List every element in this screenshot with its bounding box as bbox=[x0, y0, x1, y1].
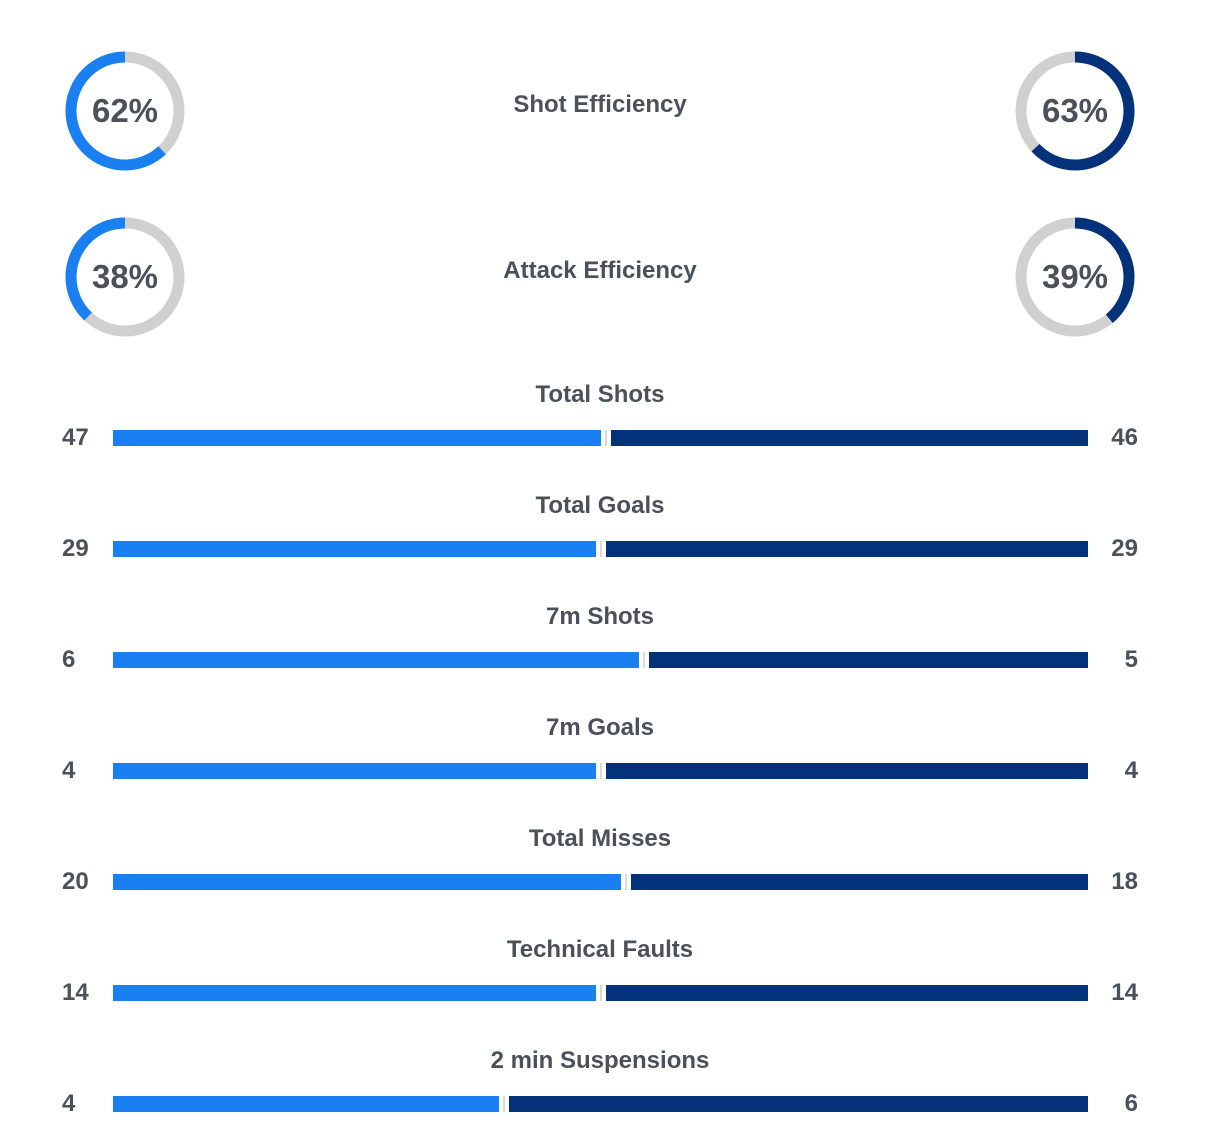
away-value: 14 bbox=[1111, 979, 1138, 1006]
home-bar bbox=[113, 652, 639, 668]
comparison-bar bbox=[113, 652, 1088, 668]
away-donut-2: 39% bbox=[1010, 212, 1140, 342]
home-donut-1: 62% bbox=[60, 46, 190, 176]
home-donut-2: 38% bbox=[60, 212, 190, 342]
donut-title-2: Attack Efficiency bbox=[503, 257, 697, 284]
away-bar bbox=[606, 763, 1088, 779]
away-bar bbox=[606, 985, 1088, 1001]
away-bar bbox=[509, 1096, 1088, 1112]
home-bar bbox=[113, 1096, 499, 1112]
home-donut-1-arc bbox=[65, 51, 185, 171]
stat-label: 7m Shots bbox=[545, 603, 655, 630]
away-value: 4 bbox=[1124, 757, 1138, 784]
away-bar bbox=[606, 541, 1088, 557]
away-bar bbox=[649, 652, 1088, 668]
away-value: 6 bbox=[1124, 1090, 1138, 1117]
stat-label: 2 min Suspensions bbox=[490, 1047, 710, 1074]
home-donut-2-ring bbox=[65, 217, 185, 337]
home-bar bbox=[113, 763, 596, 779]
comparison-bar bbox=[113, 985, 1088, 1001]
home-bar bbox=[113, 430, 601, 446]
bar-divider bbox=[621, 874, 631, 890]
home-value: 14 bbox=[62, 979, 89, 1006]
home-bar bbox=[113, 985, 596, 1001]
bar-divider bbox=[639, 652, 649, 668]
away-donut-1-label: 63% bbox=[1041, 92, 1109, 129]
bar-divider bbox=[596, 763, 606, 779]
stat-label: Total Goals bbox=[535, 492, 665, 519]
away-bar bbox=[631, 874, 1088, 890]
away-value: 29 bbox=[1111, 535, 1138, 562]
donut-title-1: Shot Efficiency bbox=[513, 91, 687, 118]
comparison-bar bbox=[113, 763, 1088, 779]
bar-divider bbox=[596, 541, 606, 557]
home-value: 4 bbox=[62, 757, 76, 784]
comparison-bar bbox=[113, 874, 1088, 890]
home-value: 47 bbox=[62, 424, 89, 451]
away-donut-1: 63% bbox=[1010, 46, 1140, 176]
away-value: 5 bbox=[1124, 646, 1138, 673]
home-bar bbox=[113, 874, 621, 890]
bar-divider bbox=[499, 1096, 509, 1112]
comparison-bar bbox=[113, 430, 1088, 446]
away-value: 46 bbox=[1111, 424, 1138, 451]
away-donut-2-arc bbox=[1015, 217, 1135, 337]
away-donut-1-arc bbox=[1015, 51, 1135, 171]
stat-label: Technical Faults bbox=[506, 936, 694, 963]
home-donut-1-label: 62% bbox=[91, 92, 159, 129]
home-value: 6 bbox=[62, 646, 76, 673]
home-donut-1-ring bbox=[65, 51, 185, 171]
away-bar bbox=[611, 430, 1088, 446]
away-value: 18 bbox=[1111, 868, 1138, 895]
home-donut-2-arc bbox=[65, 217, 185, 337]
stat-label: Total Shots bbox=[535, 381, 665, 408]
away-donut-2-label: 39% bbox=[1041, 258, 1109, 295]
away-donut-2-ring bbox=[1015, 217, 1135, 337]
home-value: 20 bbox=[62, 868, 89, 895]
comparison-bar bbox=[113, 1096, 1088, 1112]
away-donut-1-ring bbox=[1015, 51, 1135, 171]
stat-label: Total Misses bbox=[528, 825, 672, 852]
home-value: 29 bbox=[62, 535, 89, 562]
stat-label: 7m Goals bbox=[545, 714, 655, 741]
home-bar bbox=[113, 541, 596, 557]
home-value: 4 bbox=[62, 1090, 76, 1117]
comparison-bar bbox=[113, 541, 1088, 557]
bar-divider bbox=[601, 430, 611, 446]
bar-divider bbox=[596, 985, 606, 1001]
home-donut-2-label: 38% bbox=[91, 258, 159, 295]
